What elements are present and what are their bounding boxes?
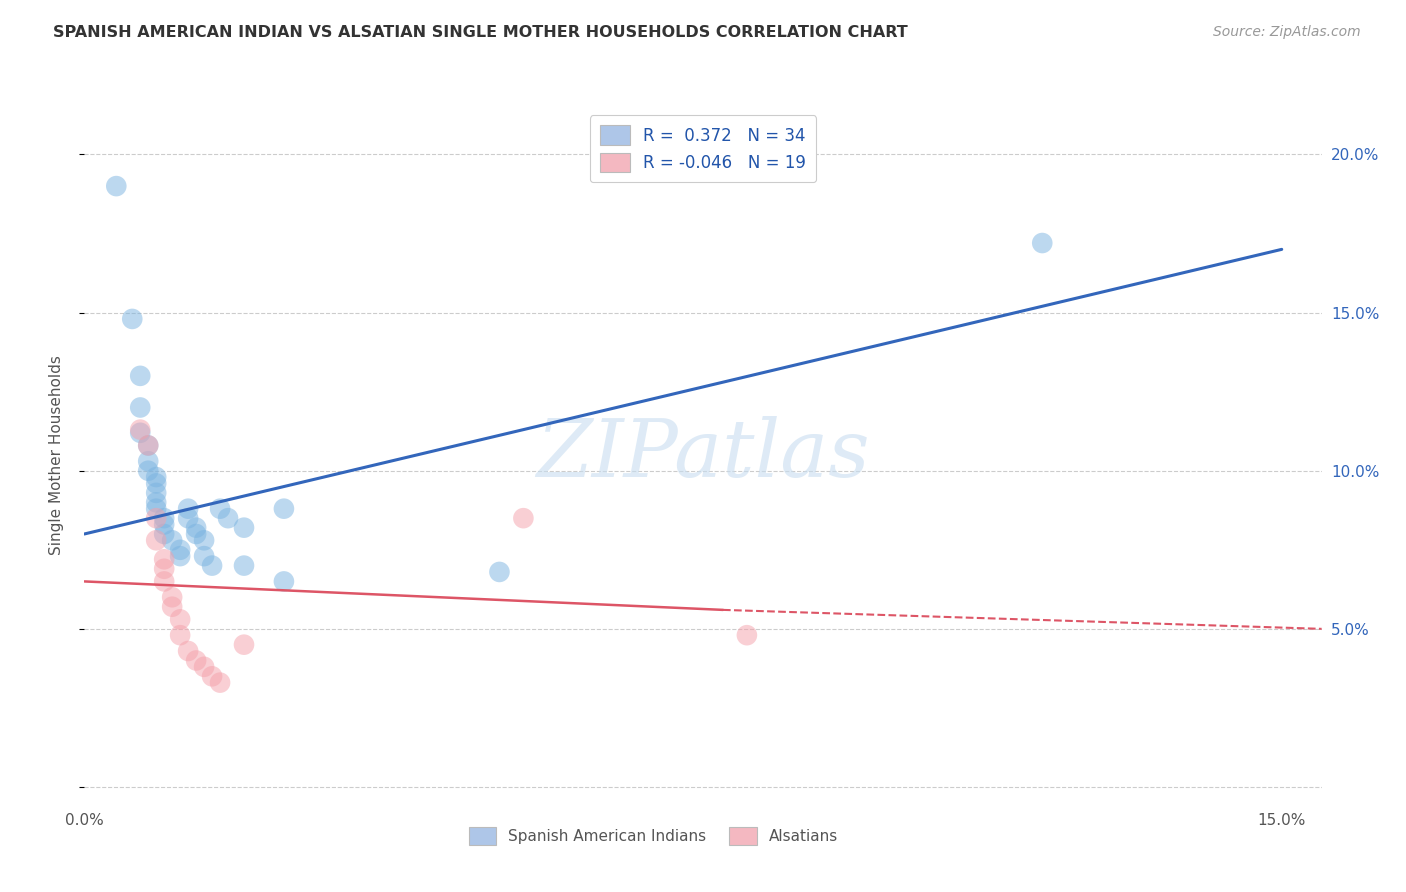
Text: Source: ZipAtlas.com: Source: ZipAtlas.com <box>1213 25 1361 39</box>
Point <box>145 486 167 500</box>
Y-axis label: Single Mother Households: Single Mother Households <box>49 355 63 555</box>
Point <box>153 511 176 525</box>
Point <box>145 511 167 525</box>
Point <box>121 312 143 326</box>
Point <box>160 533 183 548</box>
Point <box>193 533 215 548</box>
Point <box>217 511 239 525</box>
Point <box>184 527 207 541</box>
Point <box>153 527 176 541</box>
Point <box>136 438 159 452</box>
Point <box>488 565 510 579</box>
Point <box>193 660 215 674</box>
Point <box>233 521 256 535</box>
Point <box>209 501 232 516</box>
Point <box>1031 235 1053 250</box>
Point <box>153 574 176 589</box>
Point <box>129 425 152 440</box>
Point <box>233 558 256 573</box>
Point <box>201 669 224 683</box>
Point <box>273 574 295 589</box>
Point <box>160 591 183 605</box>
Point <box>136 454 159 468</box>
Point <box>153 517 176 532</box>
Point <box>233 638 256 652</box>
Point <box>160 599 183 614</box>
Point <box>136 464 159 478</box>
Point <box>153 562 176 576</box>
Point <box>136 438 159 452</box>
Point <box>184 521 207 535</box>
Point <box>184 653 207 667</box>
Point <box>129 423 152 437</box>
Point <box>169 542 191 557</box>
Point <box>145 495 167 509</box>
Point <box>153 552 176 566</box>
Point <box>129 368 152 383</box>
Point <box>177 644 200 658</box>
Point <box>209 675 232 690</box>
Point <box>145 501 167 516</box>
Point <box>193 549 215 563</box>
Text: ZIPatlas: ZIPatlas <box>536 417 870 493</box>
Point <box>169 549 191 563</box>
Point <box>177 511 200 525</box>
Point <box>735 628 758 642</box>
Point <box>145 476 167 491</box>
Text: SPANISH AMERICAN INDIAN VS ALSATIAN SINGLE MOTHER HOUSEHOLDS CORRELATION CHART: SPANISH AMERICAN INDIAN VS ALSATIAN SING… <box>53 25 908 40</box>
Point <box>129 401 152 415</box>
Point <box>105 179 128 194</box>
Point <box>169 612 191 626</box>
Point <box>512 511 534 525</box>
Point <box>273 501 295 516</box>
Point <box>145 533 167 548</box>
Point <box>169 628 191 642</box>
Legend: Spanish American Indians, Alsatians: Spanish American Indians, Alsatians <box>463 821 845 851</box>
Point <box>201 558 224 573</box>
Point <box>145 470 167 484</box>
Point <box>177 501 200 516</box>
